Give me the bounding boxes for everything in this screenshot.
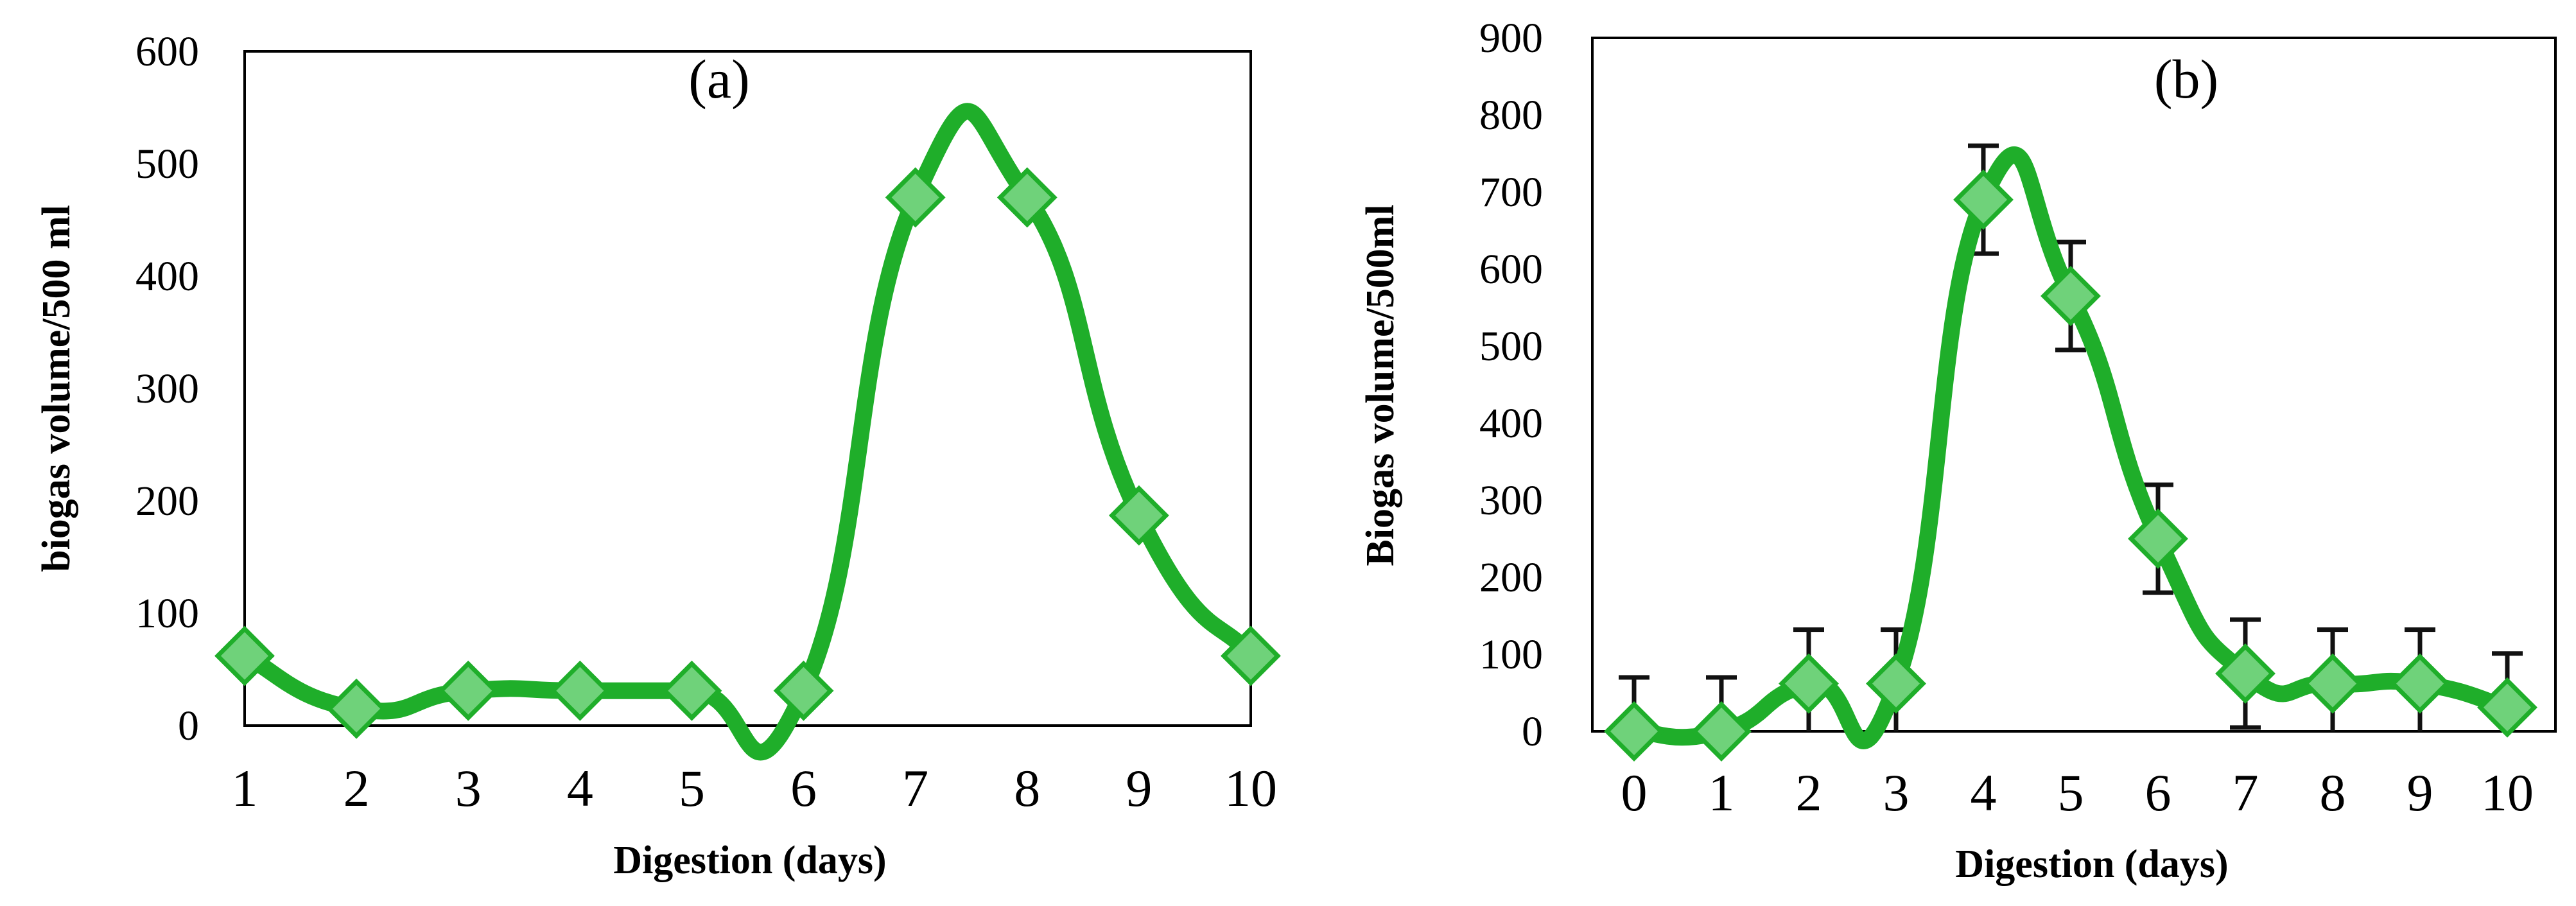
x-tick-label: 6: [2145, 763, 2171, 822]
x-tick-label: 2: [1796, 763, 1822, 822]
y-tick-label: 500: [1479, 323, 1543, 370]
x-tick-label: 10: [1224, 759, 1277, 817]
x-tick-label: 0: [1621, 763, 1648, 822]
y-tick-label: 0: [178, 702, 199, 749]
data-point-marker: [1108, 485, 1169, 546]
y-tick-labels-b: 0 100 200 300 400 500 600 700 800 900: [1479, 15, 1543, 755]
panel-label-a: (a): [688, 48, 749, 110]
data-point-marker: [1779, 653, 1839, 714]
data-point-marker: [1953, 170, 2014, 230]
y-axis-title-b: Biogas volume/500ml: [1359, 204, 1402, 566]
y-tick-label: 600: [135, 28, 199, 75]
data-point-marker: [1221, 625, 1281, 686]
y-tick-label: 0: [1522, 708, 1543, 755]
x-tick-label: 4: [1971, 763, 1997, 822]
y-tick-label: 200: [135, 478, 199, 525]
data-point-marker: [2041, 266, 2101, 326]
data-point-marker: [885, 167, 946, 228]
data-point-marker: [2477, 677, 2537, 738]
y-tick-label: 800: [1479, 92, 1543, 139]
y-tick-label: 100: [135, 590, 199, 637]
error-bars-b: [1619, 143, 2523, 731]
x-tick-label: 4: [567, 759, 593, 817]
x-tick-label: 8: [1014, 759, 1040, 817]
data-point-marker: [1866, 653, 1926, 714]
x-tick-label: 9: [1126, 759, 1152, 817]
y-tick-label: 400: [1479, 400, 1543, 447]
chart-panel-a: 0 100 200 300 400 500 600 1 2 3 4 5 6 7 8 9 10 (a) Dige…: [35, 28, 1281, 882]
x-axis-title-a: Digestion (days): [613, 839, 886, 882]
data-point-marker: [1691, 701, 1752, 762]
y-tick-label: 900: [1479, 15, 1543, 62]
x-tick-label: 7: [902, 759, 928, 817]
plot-frame-b: [1591, 37, 2557, 733]
x-tick-label: 8: [2320, 763, 2346, 822]
x-tick-label: 1: [232, 759, 258, 817]
data-point-marker: [214, 625, 275, 686]
y-tick-label: 600: [1479, 246, 1543, 293]
data-point-marker: [326, 678, 387, 739]
x-tick-label: 7: [2232, 763, 2259, 822]
x-tick-label: 5: [679, 759, 705, 817]
x-tick-label: 2: [344, 759, 370, 817]
y-tick-label: 700: [1479, 169, 1543, 216]
y-tick-label: 300: [135, 365, 199, 412]
y-tick-label: 300: [1479, 477, 1543, 524]
x-tick-labels-b: 0 1 2 3 4 5 6 7 8 9 10: [1621, 763, 2534, 822]
data-point-marker: [661, 660, 722, 721]
data-point-marker: [2128, 509, 2188, 569]
data-point-marker: [550, 660, 611, 721]
y-axis-title-a: biogas volume/500 ml: [35, 205, 78, 572]
data-point-marker: [2215, 643, 2276, 704]
x-tick-label: 1: [1709, 763, 1735, 822]
y-tick-labels-a: 0 100 200 300 400 500 600: [135, 28, 199, 749]
x-tick-labels-a: 1 2 3 4 5 6 7 8 9 10: [232, 759, 1278, 817]
data-point-marker: [2390, 653, 2450, 714]
x-tick-label: 9: [2407, 763, 2433, 822]
x-axis-title-b: Digestion (days): [1955, 842, 2228, 886]
data-point-marker: [996, 167, 1057, 228]
y-tick-label: 100: [1479, 631, 1543, 678]
x-tick-label: 10: [2481, 763, 2534, 822]
series-line-a: [236, 103, 1259, 761]
panel-label-b: (b): [2154, 48, 2218, 110]
data-point-marker: [2302, 653, 2363, 714]
x-tick-label: 6: [790, 759, 817, 817]
markers-a: [214, 167, 1281, 739]
data-point-marker: [438, 660, 499, 721]
y-tick-label: 200: [1479, 554, 1543, 601]
data-point-marker: [773, 660, 834, 721]
markers-b: [1604, 170, 2537, 762]
y-tick-label: 400: [135, 253, 199, 300]
data-point-marker: [1604, 701, 1664, 762]
x-tick-label: 3: [455, 759, 482, 817]
x-tick-label: 3: [1883, 763, 1910, 822]
x-tick-label: 5: [2058, 763, 2084, 822]
y-tick-label: 500: [135, 141, 199, 187]
